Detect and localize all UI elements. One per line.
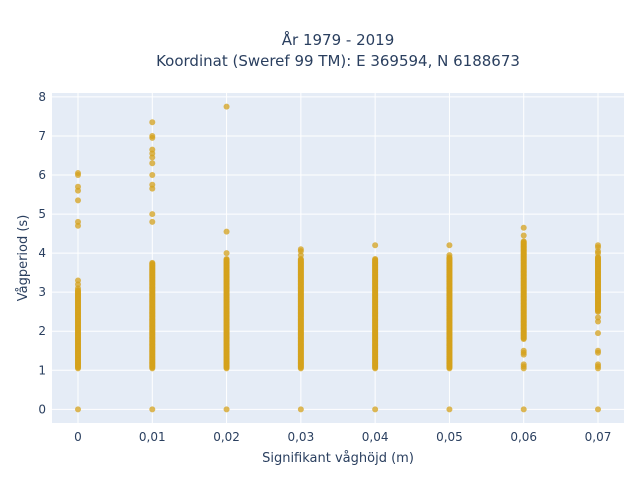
x-tick-label: 0,07 <box>585 430 612 444</box>
tick-labels: 0 0,01 0,02 0,03 0,04 0,05 0,06 0,07 0 1 2 3 4 5 6 7 8 <box>38 90 611 444</box>
data-point <box>595 314 601 321</box>
y-tick-label: 5 <box>38 207 46 221</box>
y-tick-label: 4 <box>38 246 46 260</box>
y-tick-label: 0 <box>38 402 46 416</box>
data-point <box>297 406 304 413</box>
data-points <box>75 103 601 413</box>
data-point <box>149 119 156 126</box>
x-tick-label: 0 <box>74 430 82 444</box>
data-point <box>595 361 601 368</box>
data-point <box>149 259 156 266</box>
data-point <box>595 330 601 337</box>
data-point <box>223 406 230 413</box>
data-point <box>595 347 601 354</box>
data-point <box>520 347 527 354</box>
data-point <box>149 211 156 218</box>
data-point <box>149 160 156 167</box>
y-tick-label: 3 <box>38 285 46 299</box>
data-point <box>149 218 156 225</box>
data-point <box>149 406 156 413</box>
data-point <box>223 228 230 235</box>
chart-subtitle: Koordinat (Sweref 99 TM): E 369594, N 61… <box>156 52 520 70</box>
y-tick-label: 7 <box>38 129 46 143</box>
data-point <box>75 218 81 225</box>
data-point <box>520 238 527 245</box>
y-tick-label: 2 <box>38 324 46 338</box>
y-axis-label: Vågperiod (s) <box>16 215 31 302</box>
chart-title: År 1979 - 2019 <box>282 30 395 49</box>
data-point <box>149 172 156 179</box>
x-tick-label: 0,05 <box>436 430 463 444</box>
data-point <box>223 103 230 110</box>
data-point <box>520 406 527 413</box>
y-tick-label: 8 <box>38 90 46 104</box>
data-point <box>149 132 156 139</box>
data-point <box>75 277 81 284</box>
data-point <box>446 406 453 413</box>
gridlines <box>52 93 624 423</box>
data-point <box>595 406 601 413</box>
data-point <box>223 255 230 262</box>
plot-area <box>52 93 624 423</box>
data-point <box>223 250 230 257</box>
x-tick-label: 0,06 <box>510 430 537 444</box>
data-point <box>75 197 81 204</box>
x-tick-label: 0,02 <box>213 430 240 444</box>
data-point <box>297 246 304 253</box>
data-point <box>520 361 527 368</box>
x-tick-label: 0,04 <box>362 430 389 444</box>
x-tick-label: 0,03 <box>287 430 314 444</box>
data-point <box>75 183 81 190</box>
data-point <box>75 170 81 177</box>
data-point <box>520 224 527 231</box>
x-axis-label: Signifikant våghöjd (m) <box>262 451 414 466</box>
data-point <box>149 181 156 188</box>
data-point <box>75 406 81 413</box>
x-tick-label: 0,01 <box>139 430 166 444</box>
data-point <box>372 406 379 413</box>
y-tick-label: 6 <box>38 168 46 182</box>
data-point <box>149 146 156 153</box>
y-tick-label: 1 <box>38 363 46 377</box>
data-point <box>372 242 379 249</box>
data-point <box>372 255 379 262</box>
data-point <box>520 232 527 239</box>
data-point <box>446 242 453 249</box>
data-point <box>446 252 453 259</box>
data-point <box>595 242 601 249</box>
